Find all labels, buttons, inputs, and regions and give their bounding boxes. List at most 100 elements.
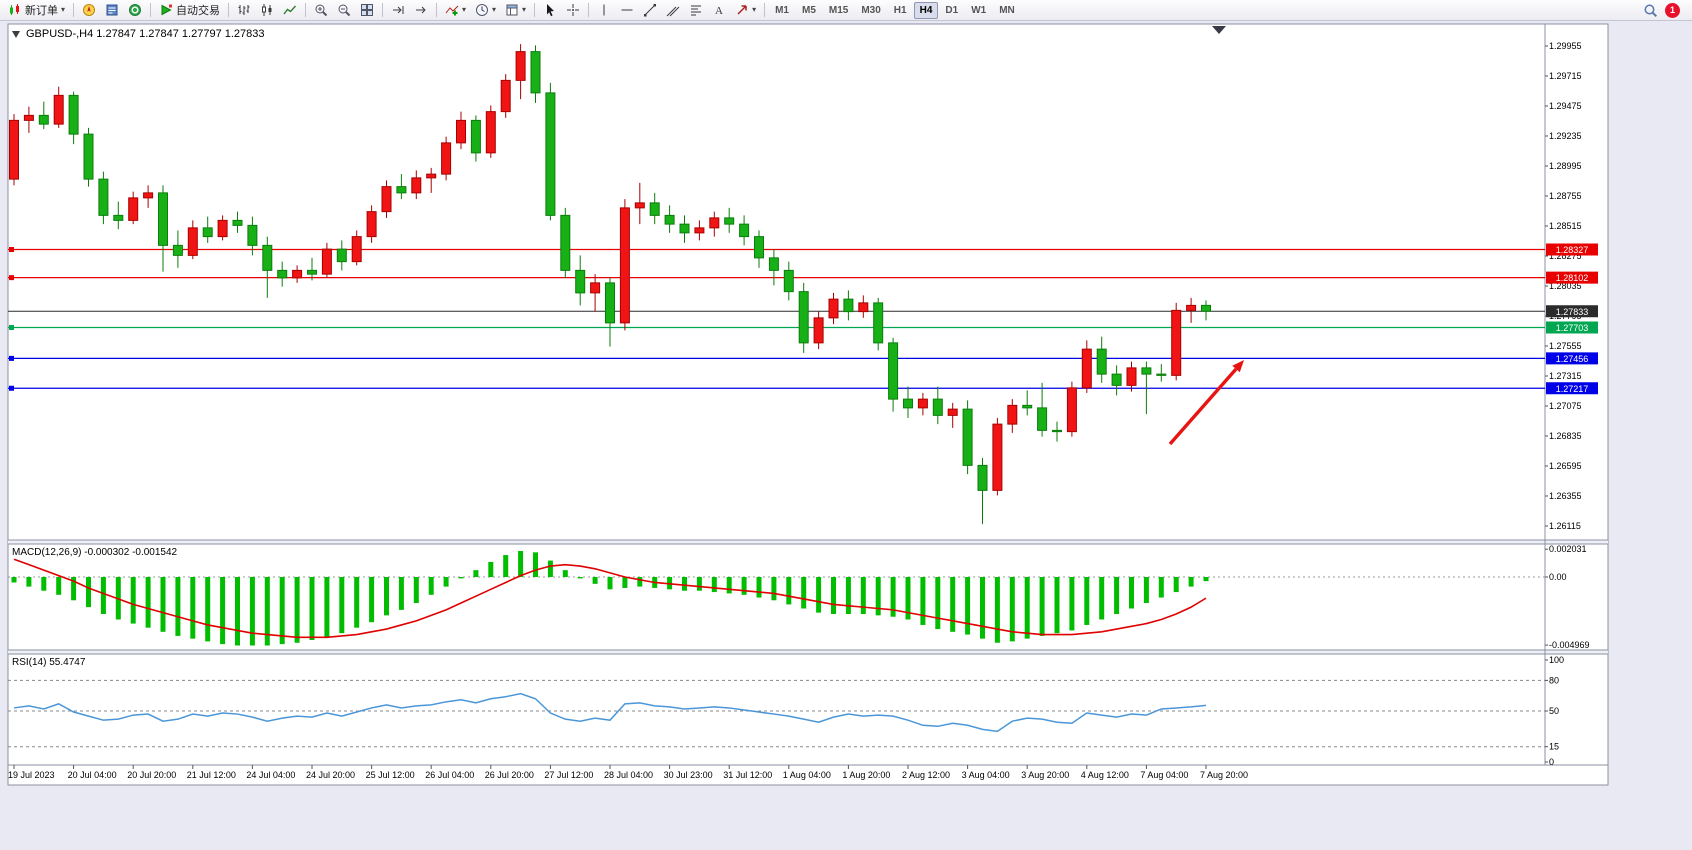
- macd-bar: [592, 577, 598, 584]
- macd-bar: [562, 570, 568, 577]
- candle-body: [53, 94, 64, 125]
- time-tick-label: 3 Aug 04:00: [962, 770, 1010, 780]
- time-tick-label: 1 Aug 20:00: [842, 770, 890, 780]
- candle-body: [158, 192, 168, 246]
- channel-button[interactable]: [662, 1, 684, 20]
- fibonacci-button[interactable]: [685, 1, 707, 20]
- rsi-tick-label: 100: [1549, 655, 1564, 665]
- chart-region: 1.29955 1.29715 1.29475 1.29235 1.28995 1.287…: [0, 21, 1692, 850]
- metaeditor-button[interactable]: [78, 1, 100, 20]
- rsi-tick-label: 50: [1549, 706, 1559, 716]
- chart-shift-button[interactable]: [387, 1, 409, 20]
- macd-bar: [533, 552, 538, 577]
- macd-bar: [56, 577, 62, 595]
- timeframe-w1-button[interactable]: W1: [965, 2, 992, 19]
- macd-bar: [41, 577, 47, 591]
- line-chart-icon: [283, 3, 297, 17]
- candle-body: [605, 282, 615, 324]
- candle-body: [813, 317, 824, 344]
- time-tick-label: 1 Aug 04:00: [783, 770, 831, 780]
- price-badge: [1546, 305, 1598, 318]
- tile-windows-button[interactable]: [356, 1, 378, 20]
- timeframe-mn-button[interactable]: MN: [993, 2, 1021, 19]
- candle-body: [858, 302, 869, 313]
- zoom-out-button[interactable]: [333, 1, 355, 20]
- price-badge-label: 1.27703: [1556, 323, 1589, 333]
- candle-body: [575, 269, 586, 294]
- auto-scroll-button[interactable]: [410, 1, 432, 20]
- arrow-annotation-head[interactable]: [1232, 360, 1244, 373]
- candle-body: [1052, 429, 1062, 433]
- macd-bar: [11, 577, 17, 583]
- macd-bar: [816, 577, 822, 613]
- price-badge-label: 1.28327: [1556, 245, 1589, 255]
- timeframe-m30-button[interactable]: M30: [855, 2, 886, 19]
- price-tick-label: 1.29715: [1549, 71, 1582, 81]
- macd-bar: [100, 577, 106, 614]
- compass-icon: [82, 3, 96, 17]
- timeframe-d1-button[interactable]: D1: [939, 2, 964, 19]
- arrow-annotation[interactable]: [1168, 367, 1238, 446]
- macd-bar: [1188, 577, 1194, 587]
- community-button[interactable]: [124, 1, 146, 20]
- horizontal-line-button[interactable]: [616, 1, 638, 20]
- indicators-button[interactable]: ▾: [441, 1, 470, 20]
- macd-bar: [473, 570, 479, 577]
- timeframe-h1-button[interactable]: H1: [888, 2, 913, 19]
- timeframe-h4-button[interactable]: H4: [913, 1, 939, 19]
- timeframe-m5-button[interactable]: M5: [796, 2, 822, 19]
- zoom-in-button[interactable]: [310, 1, 332, 20]
- macd-bar: [145, 577, 151, 628]
- candle-body: [888, 342, 899, 400]
- candlestick-button[interactable]: [256, 1, 278, 20]
- timeframe-m1-button[interactable]: M1: [769, 2, 795, 19]
- line-handle[interactable]: [9, 325, 14, 330]
- text-button[interactable]: A: [708, 1, 730, 20]
- line-handle[interactable]: [9, 247, 14, 252]
- line-chart-button[interactable]: [279, 1, 301, 20]
- macd-bar: [354, 577, 360, 628]
- line-handle[interactable]: [9, 385, 14, 391]
- new-order-button[interactable]: 新订单 ▾: [4, 1, 69, 20]
- cursor-button[interactable]: [539, 1, 561, 20]
- trendline-button[interactable]: [639, 1, 661, 20]
- macd-bar: [1099, 577, 1105, 620]
- macd-bar: [920, 577, 926, 625]
- chart-canvas[interactable]: 1.29955 1.29715 1.29475 1.29235 1.28995 1.287…: [0, 21, 1692, 850]
- macd-bar: [1143, 577, 1149, 604]
- chart-shift-marker[interactable]: [1212, 26, 1226, 34]
- candle-body: [381, 186, 392, 213]
- crosshair-button[interactable]: [562, 1, 584, 20]
- zoom-out-icon: [337, 3, 351, 17]
- rsi-tick-label: 15: [1549, 742, 1559, 752]
- macd-bar: [726, 577, 732, 594]
- candle-body: [336, 248, 347, 263]
- candle-body: [709, 217, 720, 229]
- candle-body: [545, 92, 556, 216]
- macd-bar: [249, 577, 255, 646]
- terminal-button[interactable]: [101, 1, 123, 20]
- candle-body: [262, 244, 273, 271]
- candle-body: [1156, 373, 1167, 376]
- rsi-panel: 100 80 50 15 0: [8, 655, 1564, 767]
- autotrading-button[interactable]: 自动交易: [155, 1, 224, 20]
- macd-panel: 0.002031 0.00 -0.004969: [8, 544, 1590, 650]
- candle-body: [366, 211, 377, 238]
- macd-bar: [682, 577, 687, 591]
- search-button[interactable]: [1639, 1, 1662, 20]
- channel-icon: [666, 3, 680, 17]
- periods-button[interactable]: ▾: [471, 1, 500, 20]
- timeframe-m15-button[interactable]: M15: [823, 2, 854, 19]
- price-badge-label: 1.28102: [1556, 273, 1589, 283]
- notification-badge[interactable]: 1: [1665, 2, 1680, 18]
- candle-body: [873, 302, 884, 344]
- candle-body: [515, 51, 526, 81]
- templates-button[interactable]: ▾: [501, 1, 530, 20]
- price-tick-label: 1.29235: [1549, 131, 1582, 141]
- price-badge-label: 1.27456: [1556, 354, 1589, 364]
- bar-chart-button[interactable]: [233, 1, 255, 20]
- arrows-button[interactable]: ▾: [731, 1, 760, 20]
- line-handle[interactable]: [9, 275, 14, 281]
- vertical-line-button[interactable]: [593, 1, 615, 20]
- line-handle[interactable]: [9, 355, 14, 361]
